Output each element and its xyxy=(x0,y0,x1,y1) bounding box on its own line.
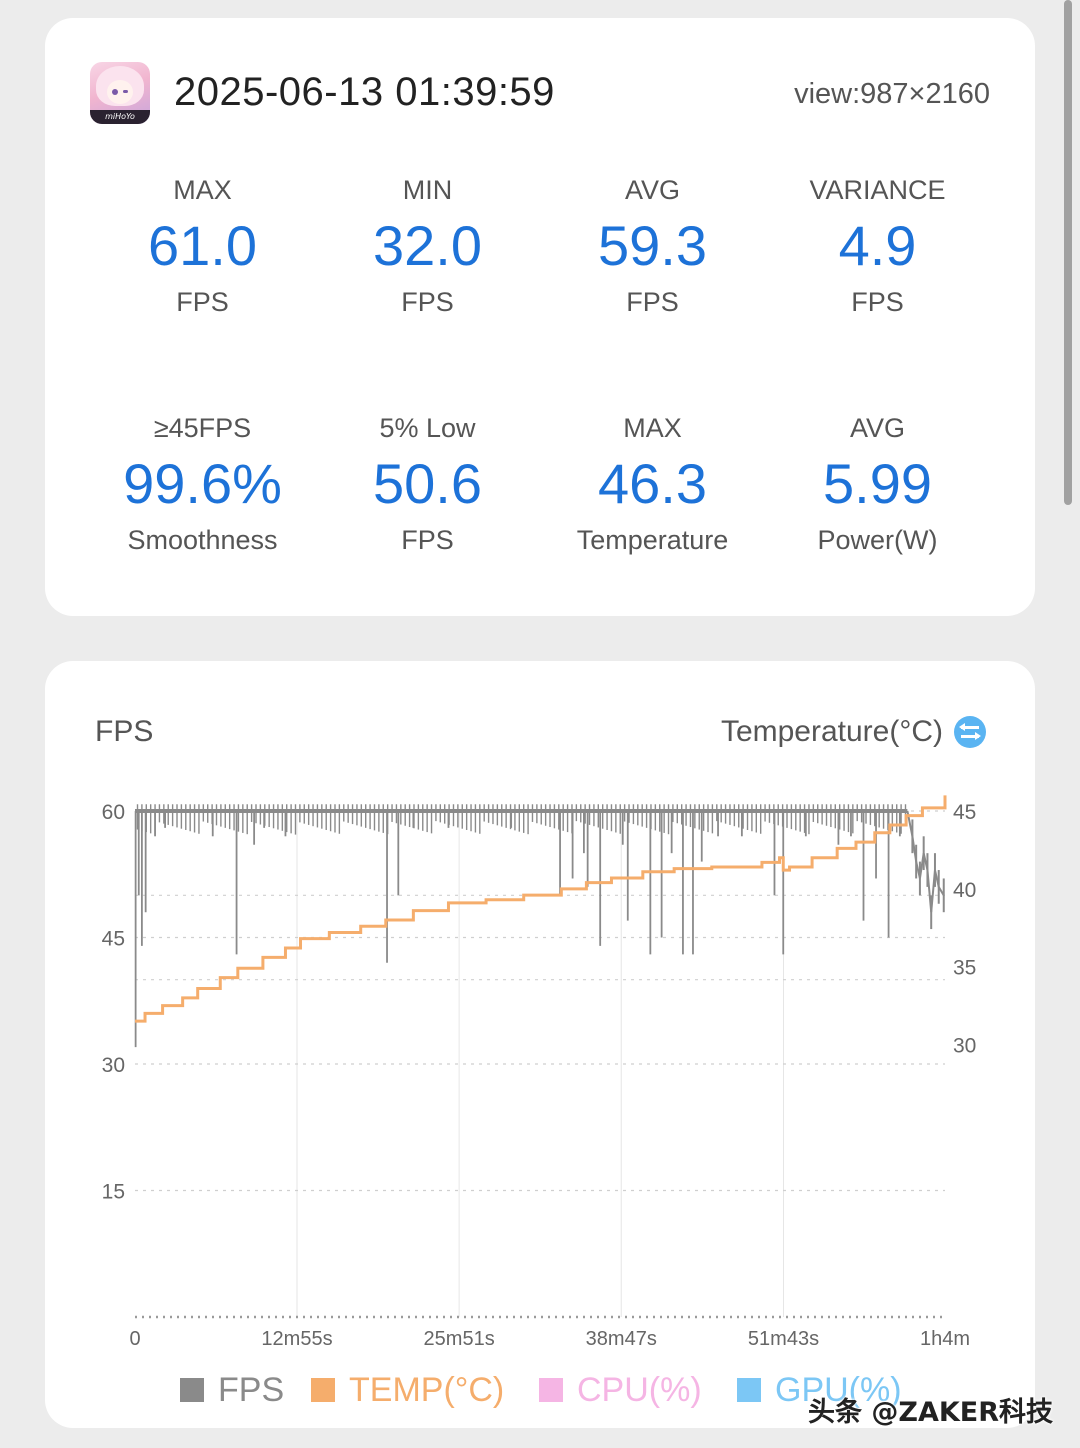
y-right-tick-label: 40 xyxy=(953,879,976,902)
watermark: 头条 @ZAKER科技 xyxy=(808,1397,1054,1428)
stat-unit: FPS xyxy=(401,287,454,317)
fps-chart-card: FPS Temperature(°C) 60 45 30 15 45 40 35 30 0 12m… xyxy=(45,661,1035,1428)
chart-right-axis-title: Temperature(°C) xyxy=(720,715,943,748)
stat-unit: Power(W) xyxy=(817,525,938,555)
swap-axis-icon[interactable] xyxy=(954,716,986,748)
app-icon-brand: miHoYo xyxy=(90,110,150,124)
stat-unit: FPS xyxy=(176,287,229,317)
stat-unit: Temperature xyxy=(576,525,729,555)
x-tick-label: 38m47s xyxy=(586,1328,657,1350)
stat-value: 4.9 xyxy=(838,214,917,277)
y-left-tick-label: 60 xyxy=(102,801,125,824)
legend-cpu-swatch xyxy=(539,1378,563,1402)
legend-gpu[interactable]: GPU(%) xyxy=(737,1368,902,1412)
stat-avg-fps: AVG 59.3 FPS xyxy=(540,173,765,319)
stat-max-temperature: MAX 46.3 Temperature xyxy=(540,411,765,557)
stat-label: ≥45FPS xyxy=(153,413,252,443)
legend-temp-label: TEMP(°C) xyxy=(349,1370,505,1409)
y-left-tick-label: 15 xyxy=(102,1181,125,1204)
x-tick-label: 12m55s xyxy=(261,1328,332,1350)
fps-tail-line xyxy=(906,810,945,913)
stat-unit: FPS xyxy=(626,287,679,317)
y-left-tick-label: 30 xyxy=(102,1054,125,1077)
stat-smoothness: ≥45FPS 99.6% Smoothness xyxy=(90,411,315,557)
stat-value: 59.3 xyxy=(598,214,707,277)
x-tick-label: 1h4m xyxy=(920,1328,970,1350)
view-size: view:987×2160 xyxy=(794,78,990,110)
session-timestamp: 2025-06-13 01:39:59 xyxy=(174,70,555,114)
stat-value: 99.6% xyxy=(123,452,282,515)
x-tick-label: 25m51s xyxy=(424,1328,495,1350)
stat-variance-fps: VARIANCE 4.9 FPS xyxy=(765,173,990,319)
legend-gpu-label: GPU(%) xyxy=(775,1370,902,1409)
stat-value: 5.99 xyxy=(823,452,932,515)
legend-fps-swatch xyxy=(180,1378,204,1402)
legend-temp[interactable]: TEMP(°C) xyxy=(311,1368,504,1412)
y-right-tick-label: 35 xyxy=(953,957,976,980)
stat-label: MIN xyxy=(402,175,453,205)
stat-label: VARIANCE xyxy=(809,175,946,205)
x-tick-label: 51m43s xyxy=(748,1328,819,1350)
stat-label: MAX xyxy=(623,413,682,443)
legend-fps-label: FPS xyxy=(218,1370,285,1409)
temperature-line xyxy=(135,795,947,1023)
stat-label: MAX xyxy=(173,175,232,205)
legend-cpu[interactable]: CPU(%) xyxy=(539,1368,702,1412)
stat-unit: FPS xyxy=(851,287,904,317)
chart-legend: FPS TEMP(°C) CPU(%) GPU(%) xyxy=(45,1368,1035,1412)
legend-cpu-label: CPU(%) xyxy=(577,1370,702,1409)
app-icon: miHoYo xyxy=(90,62,150,124)
fps-temperature-chart: 60 45 30 15 45 40 35 30 0 12m55s 25m51s 38m47s 51m43… xyxy=(102,795,976,1350)
stat-label: 5% Low xyxy=(379,413,476,443)
stat-unit: Smoothness xyxy=(127,525,278,555)
fps-summary-card: miHoYo 2025-06-13 01:39:59 view:987×2160… xyxy=(45,18,1035,616)
stat-value: 46.3 xyxy=(598,452,707,515)
stat-value: 32.0 xyxy=(373,214,482,277)
stat-value: 50.6 xyxy=(373,452,482,515)
legend-gpu-swatch xyxy=(737,1378,761,1402)
x-tick-label: 0 xyxy=(129,1328,140,1350)
stat-min-fps: MIN 32.0 FPS xyxy=(315,173,540,319)
stat-avg-power: AVG 5.99 Power(W) xyxy=(765,411,990,557)
legend-temp-swatch xyxy=(311,1378,335,1402)
y-right-tick-label: 30 xyxy=(953,1035,976,1058)
chart-left-axis-title: FPS xyxy=(95,715,154,748)
stat-label: AVG xyxy=(624,175,680,205)
y-right-tick-label: 45 xyxy=(953,801,976,824)
stat-label: AVG xyxy=(849,413,905,443)
legend-fps[interactable]: FPS xyxy=(180,1368,284,1412)
stat-max-fps: MAX 61.0 FPS xyxy=(90,173,315,319)
stat-value: 61.0 xyxy=(148,214,257,277)
stat-5pct-low: 5% Low 50.6 FPS xyxy=(315,411,540,557)
page-scrollbar[interactable] xyxy=(1064,0,1072,505)
stat-unit: FPS xyxy=(401,525,454,555)
y-left-tick-label: 45 xyxy=(102,928,125,951)
